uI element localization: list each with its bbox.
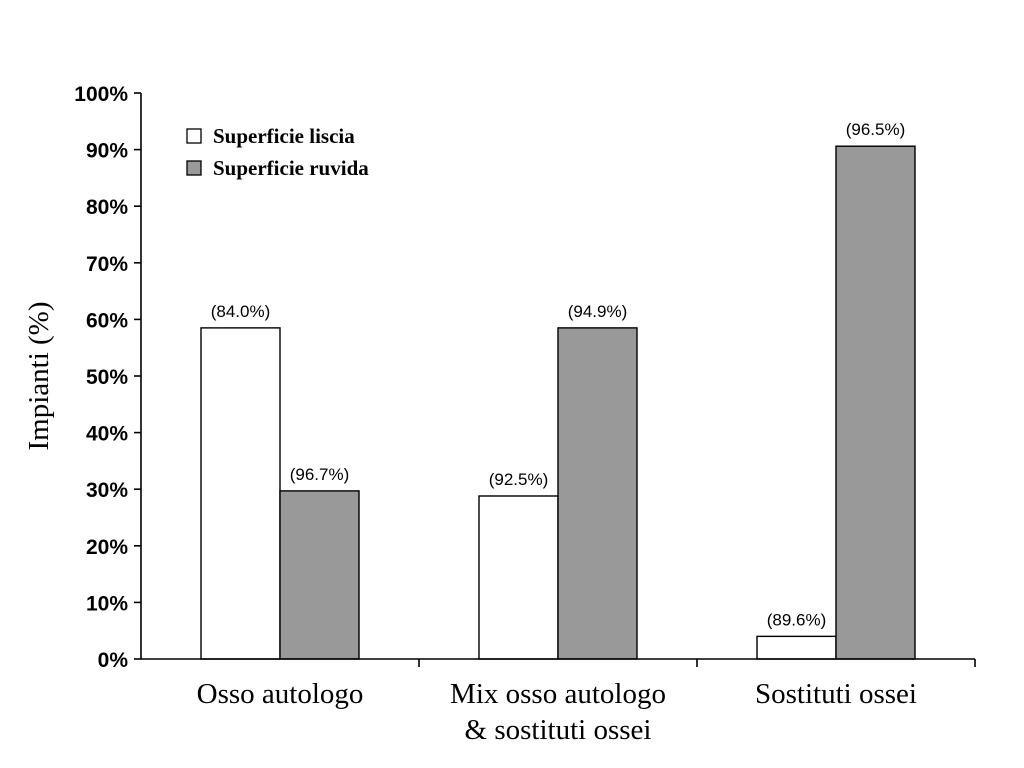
bar xyxy=(835,145,916,660)
y-tick-label: 90% xyxy=(86,140,128,163)
y-tick-label: 40% xyxy=(86,423,128,446)
y-tick-label: 10% xyxy=(86,592,128,615)
bar-data-label: (96.5%) xyxy=(846,120,906,139)
x-tick-label: Sostituti ossei xyxy=(755,678,917,710)
y-tick-label: 70% xyxy=(86,253,128,276)
y-tick-label: 0% xyxy=(98,649,129,672)
y-tick-label: 30% xyxy=(86,479,128,502)
bar xyxy=(478,495,559,660)
legend-swatch xyxy=(186,128,202,144)
bar xyxy=(756,635,837,660)
y-tick-label: 20% xyxy=(86,536,128,559)
bar-data-label: (89.6%) xyxy=(767,610,827,629)
y-tick-label: 60% xyxy=(86,309,128,332)
bar xyxy=(279,490,360,660)
y-axis-label: Impianti (%) xyxy=(23,302,55,451)
y-tick-label: 80% xyxy=(86,196,128,219)
y-tick-label: 100% xyxy=(74,83,128,106)
bar-data-label: (96.7%) xyxy=(290,465,350,484)
x-tick-label: Mix osso autologo & sostituti ossei xyxy=(450,678,666,746)
legend-label: Superficie ruvida xyxy=(213,156,369,180)
x-tick-label: Osso autologo xyxy=(197,678,364,710)
y-tick-label: 50% xyxy=(86,366,128,389)
legend-label: Superficie liscia xyxy=(213,124,355,148)
bar xyxy=(200,327,281,660)
bar-data-label: (92.5%) xyxy=(489,470,549,489)
bar xyxy=(557,327,638,660)
legend-swatch xyxy=(186,160,202,176)
bar-data-label: (84.0%) xyxy=(211,302,271,321)
bar-data-label: (94.9%) xyxy=(568,302,628,321)
